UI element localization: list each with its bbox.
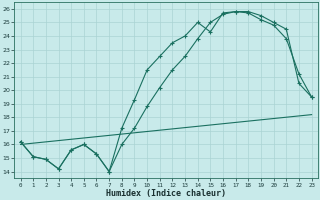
X-axis label: Humidex (Indice chaleur): Humidex (Indice chaleur) (106, 189, 226, 198)
